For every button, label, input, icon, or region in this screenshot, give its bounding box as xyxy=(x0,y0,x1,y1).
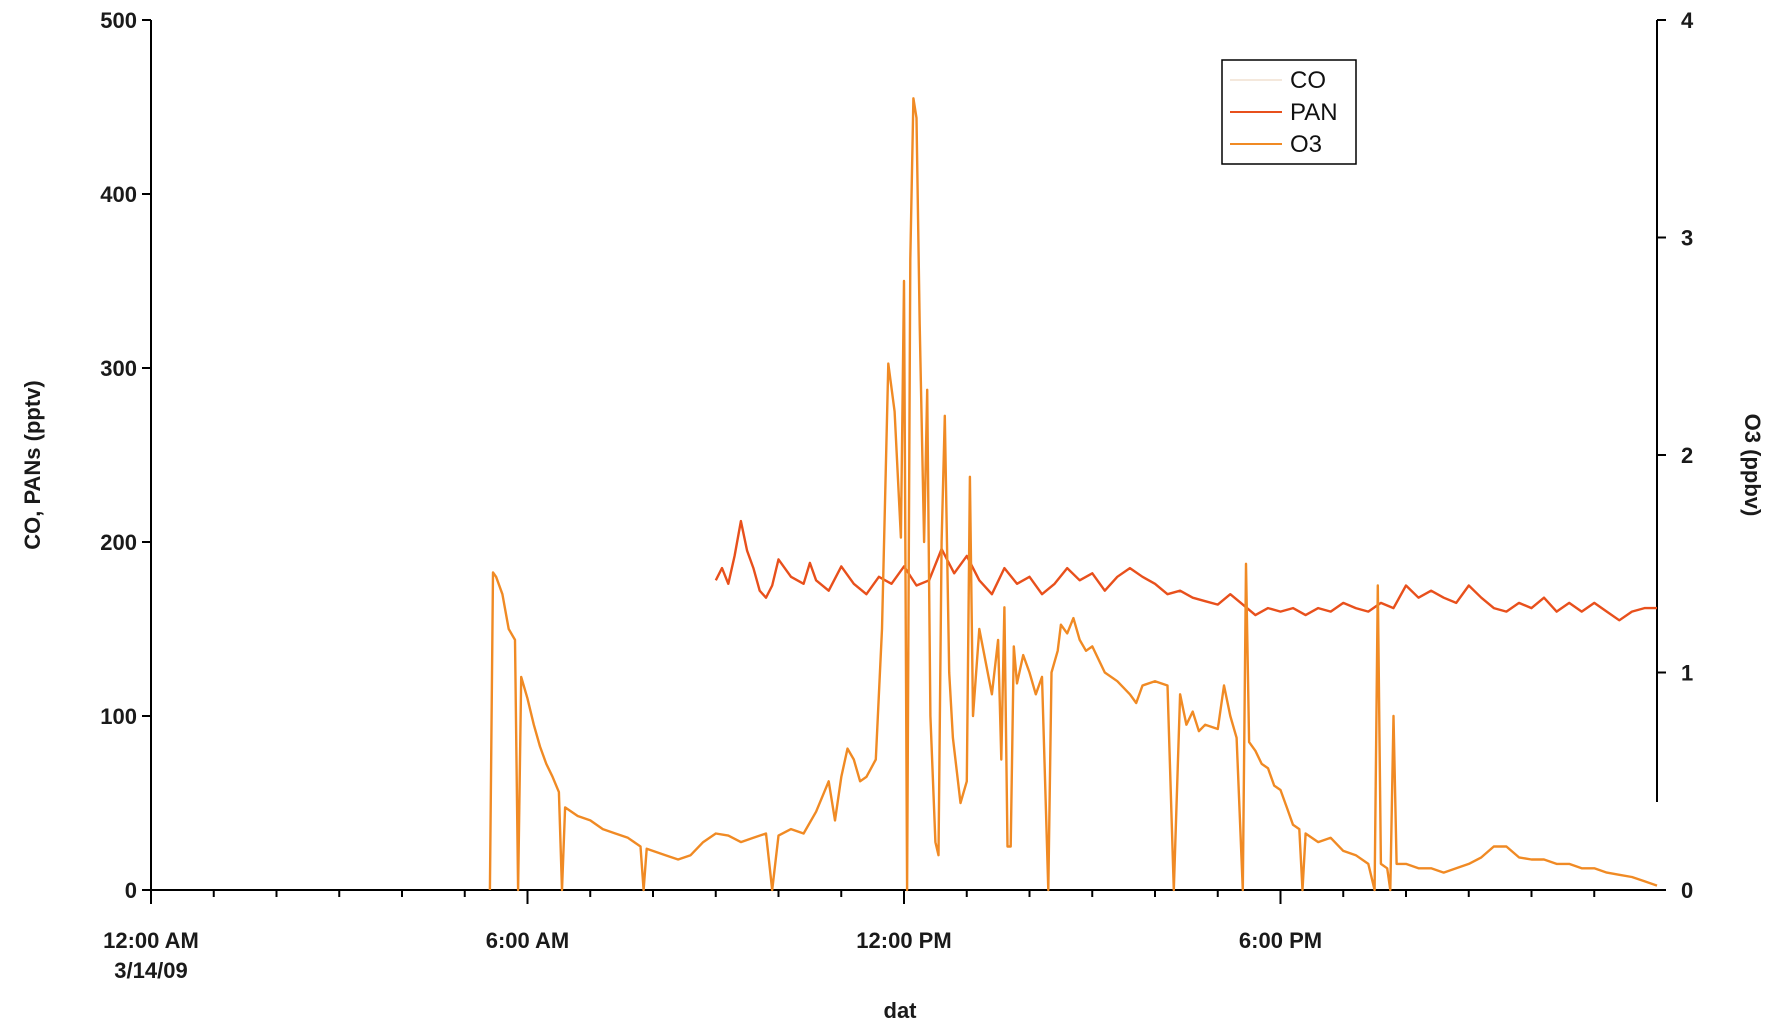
y-right-tick-label: 1 xyxy=(1681,661,1693,686)
legend-label-pan: PAN xyxy=(1290,99,1338,126)
x-tick-label: 12:00 AM xyxy=(103,928,199,953)
x-tick-sublabel: 3/14/09 xyxy=(114,958,187,983)
y-left-tick-label: 400 xyxy=(100,182,137,207)
y-right-tick-label: 0 xyxy=(1681,878,1693,903)
x-tick-label: 6:00 PM xyxy=(1239,928,1322,953)
x-axis-label: dat xyxy=(884,998,918,1023)
y-right-tick-label: 2 xyxy=(1681,443,1693,468)
legend: CO PAN O3 xyxy=(1221,59,1357,165)
y-right-tick-label: 4 xyxy=(1681,8,1694,33)
x-tick-label: 6:00 AM xyxy=(486,928,570,953)
series-layer xyxy=(488,97,1658,892)
legend-label-o3: O3 xyxy=(1290,131,1322,158)
legend-label-co: CO xyxy=(1290,67,1326,94)
y-left-tick-label: 500 xyxy=(100,8,137,33)
y-axis-right-label: O3 (ppbv) xyxy=(1740,414,1765,517)
series-line-o3 xyxy=(488,97,1658,892)
y-axis-left-label: CO, PANs (pptv) xyxy=(20,380,45,549)
y-left-tick-label: 100 xyxy=(100,704,137,729)
axes-layer: 0 100 200 300 400 500 0 1 2 3 4 12:00 AM 3/14/09 6:00… xyxy=(100,8,1694,983)
series-line-pan xyxy=(714,519,1657,622)
y-left-tick-label: 300 xyxy=(100,356,137,381)
y-left-tick-label: 0 xyxy=(125,878,137,903)
x-tick-label: 12:00 PM xyxy=(856,928,951,953)
y-left-tick-label: 200 xyxy=(100,530,137,555)
y-right-tick-label: 3 xyxy=(1681,226,1693,251)
